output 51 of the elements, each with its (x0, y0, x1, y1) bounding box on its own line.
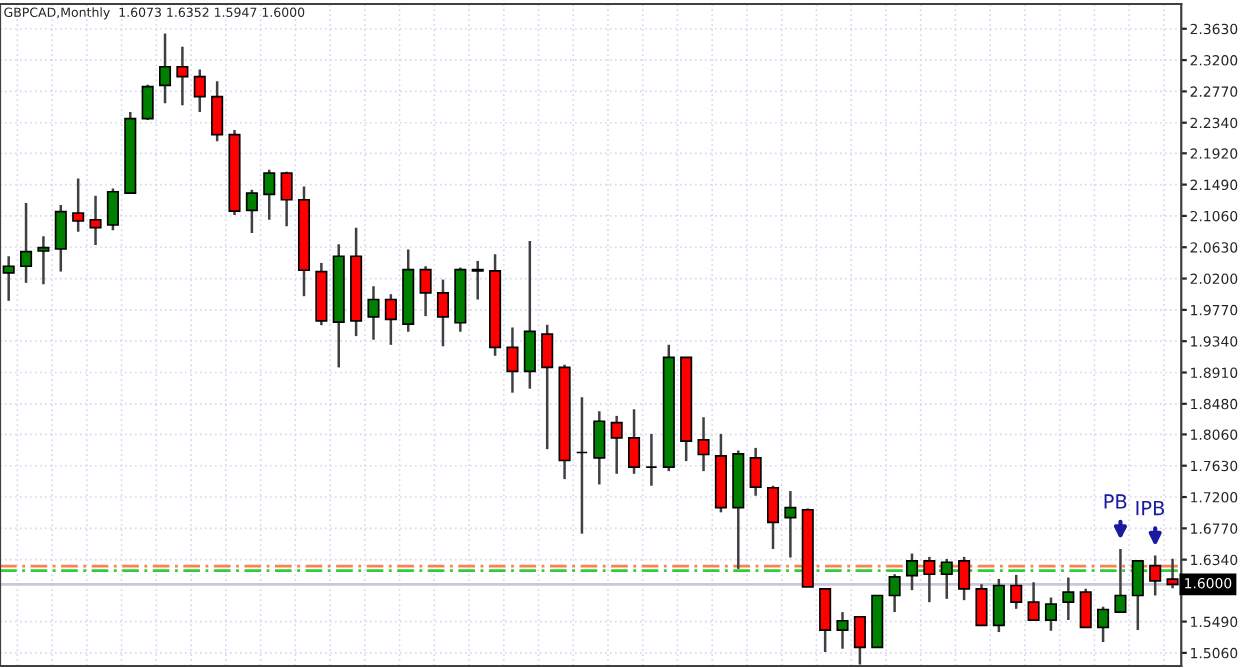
candlestick (1131, 559, 1144, 632)
candlestick (905, 552, 919, 592)
candlestick (141, 83, 154, 122)
candlestick (193, 68, 206, 114)
candlestick (645, 432, 658, 487)
candlestick (593, 410, 606, 486)
candlestick (1097, 605, 1110, 644)
candlestick (940, 557, 953, 601)
candlestick (280, 170, 293, 228)
candlestick (384, 292, 397, 347)
candlestick (523, 239, 536, 390)
candlestick (697, 415, 710, 473)
candlestick (784, 489, 797, 559)
candlestick (176, 45, 189, 107)
candlestick (72, 177, 85, 233)
candlestick (766, 484, 780, 551)
candlestick (819, 587, 832, 654)
candlestick (506, 326, 519, 394)
candlestick (37, 235, 50, 286)
candlestick (245, 188, 258, 235)
candlestick (1010, 573, 1023, 611)
candlestick (923, 555, 936, 604)
candlestick (575, 396, 588, 535)
candlestick (749, 446, 762, 497)
candlestick (1114, 547, 1127, 614)
candlestick (263, 168, 276, 221)
candlestick (20, 201, 33, 285)
candlestick (610, 414, 623, 476)
candlestick (1149, 554, 1162, 597)
candlestick (419, 265, 432, 318)
candlestick (89, 194, 102, 247)
candlestick (628, 408, 641, 476)
candlestick (471, 259, 484, 301)
candlestick (1062, 576, 1075, 622)
candlestick (211, 80, 224, 143)
candlestick (158, 32, 172, 105)
candlestick (1027, 580, 1040, 622)
candlestick (992, 577, 1005, 634)
annotation: PB (1104, 494, 1127, 509)
candlestick (975, 582, 988, 627)
candlestick (367, 284, 380, 341)
candlestick (1079, 587, 1092, 629)
candlestick (1044, 596, 1058, 632)
candlestick (436, 278, 450, 348)
candlestick (888, 572, 901, 614)
candlestick (106, 187, 119, 232)
candlestick (541, 323, 554, 451)
candlestick (836, 610, 849, 650)
annotation: IPB (1136, 500, 1165, 516)
candlestick (958, 555, 971, 602)
candlestick (54, 203, 67, 273)
